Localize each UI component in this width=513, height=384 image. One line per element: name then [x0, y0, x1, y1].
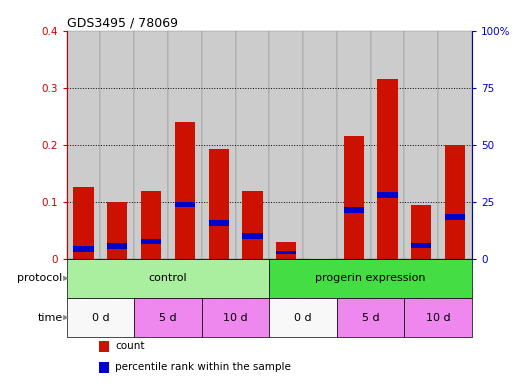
Bar: [202, 31, 235, 259]
Bar: [344, 136, 364, 259]
Text: 5 d: 5 d: [362, 313, 380, 323]
Bar: [303, 31, 337, 259]
Bar: [67, 259, 269, 298]
Bar: [141, 192, 161, 259]
Bar: [168, 31, 202, 259]
Bar: [445, 145, 465, 259]
Bar: [445, 214, 465, 220]
Bar: [411, 243, 431, 248]
Bar: [175, 202, 195, 207]
Text: 10 d: 10 d: [223, 313, 248, 323]
Bar: [208, 149, 229, 259]
Text: 0 d: 0 d: [294, 313, 312, 323]
Text: 0 d: 0 d: [92, 313, 109, 323]
Bar: [378, 79, 398, 259]
Bar: [242, 233, 263, 239]
Bar: [242, 192, 263, 259]
Bar: [404, 31, 438, 259]
Bar: [134, 31, 168, 259]
Text: 5 d: 5 d: [159, 313, 177, 323]
Bar: [208, 220, 229, 226]
Bar: [276, 242, 297, 259]
Text: 10 d: 10 d: [426, 313, 450, 323]
Text: time: time: [37, 313, 63, 323]
Bar: [107, 243, 127, 249]
Bar: [107, 202, 127, 259]
Text: protocol: protocol: [17, 273, 63, 283]
Bar: [337, 31, 370, 259]
Text: progerin expression: progerin expression: [315, 273, 426, 283]
Bar: [67, 298, 134, 337]
Bar: [175, 122, 195, 259]
Bar: [344, 207, 364, 213]
Bar: [438, 31, 472, 259]
Bar: [378, 192, 398, 198]
Bar: [99, 341, 109, 352]
Bar: [141, 239, 161, 245]
Text: GDS3495 / 78069: GDS3495 / 78069: [67, 17, 177, 30]
Bar: [276, 251, 297, 254]
Bar: [370, 31, 404, 259]
Bar: [134, 298, 202, 337]
Bar: [73, 246, 94, 252]
Bar: [404, 298, 472, 337]
Bar: [235, 31, 269, 259]
Bar: [99, 362, 109, 373]
Bar: [411, 205, 431, 259]
Bar: [269, 31, 303, 259]
Text: count: count: [115, 341, 145, 351]
Bar: [269, 259, 472, 298]
Bar: [67, 31, 101, 259]
Bar: [101, 31, 134, 259]
Text: control: control: [149, 273, 187, 283]
Bar: [202, 298, 269, 337]
Bar: [337, 298, 404, 337]
Text: percentile rank within the sample: percentile rank within the sample: [115, 362, 291, 372]
Bar: [73, 187, 94, 259]
Bar: [269, 298, 337, 337]
